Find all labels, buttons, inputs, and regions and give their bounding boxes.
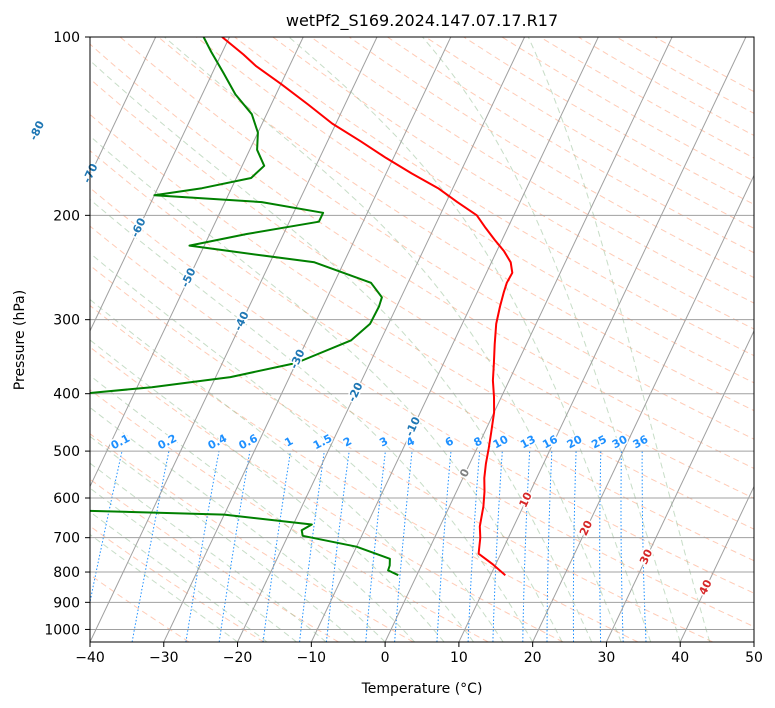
- moist-adiabat-line: [90, 59, 593, 642]
- y-tick-label: 300: [53, 313, 80, 329]
- moist-adiabat-line: [90, 435, 356, 642]
- y-axis-label: Pressure (hPa): [12, 290, 28, 390]
- dewpoint-line: [90, 37, 399, 577]
- y-tick-label: 900: [53, 595, 80, 611]
- y-tick-label: 700: [53, 531, 80, 547]
- mixing-ratio-line: [546, 451, 553, 642]
- x-axis-label: Temperature (°C): [361, 681, 483, 697]
- isotherm-line: [310, 37, 599, 642]
- dry-adiabat-line: [90, 264, 713, 642]
- isotherm-line: [532, 174, 754, 642]
- temperature-line: [221, 37, 514, 576]
- mixing-ratio-line: [620, 451, 624, 642]
- isotherm-line: [90, 37, 304, 488]
- isotherm-line: [237, 37, 526, 642]
- mixing-ratio-line: [522, 451, 531, 642]
- x-tick-label: 30: [598, 650, 616, 666]
- isotherms: [90, 37, 754, 642]
- isotherm-line: [163, 37, 452, 642]
- isotherm-line: [679, 485, 754, 642]
- mixing-ratio-line: [599, 451, 602, 642]
- isotherm-line: [90, 37, 230, 333]
- moist-adiabats: [90, 37, 711, 642]
- isotherm-line: [90, 37, 378, 642]
- x-tick-label: −10: [297, 650, 327, 666]
- dry-adiabat-line: [90, 113, 754, 530]
- dry-adiabat-line: [310, 37, 754, 304]
- mixing-ratio-line: [572, 451, 577, 642]
- moist-adiabat-line: [90, 406, 386, 642]
- moist-adiabat-line: [90, 198, 534, 642]
- y-tick-label: 400: [53, 387, 80, 403]
- mixing-ratio-line: [365, 451, 386, 642]
- isobars: [90, 37, 754, 630]
- y-tick-label: 200: [53, 208, 80, 224]
- moist-adiabat-line: [90, 135, 563, 642]
- dry-adiabat-line: [90, 225, 754, 628]
- profile-lines: [90, 37, 514, 577]
- moist-adiabat-line: [164, 37, 622, 642]
- x-tick-label: −20: [223, 650, 253, 666]
- x-tick-label: 10: [450, 650, 468, 666]
- plot-frame: [89, 36, 755, 643]
- isotherm-line: [384, 37, 673, 642]
- moist-adiabat-line: [90, 511, 268, 642]
- y-axis-ticks: 100 200 300 400 500 600 700 800 900 1000: [44, 30, 90, 638]
- isotherm-line: [458, 37, 747, 642]
- y-tick-label: 1000: [44, 622, 80, 638]
- x-tick-label: −40: [75, 650, 105, 666]
- dry-adiabat-line: [90, 43, 754, 469]
- dry-adiabat-line: [90, 78, 754, 499]
- x-tick-label: 0: [381, 650, 390, 666]
- dry-adiabat-line: [90, 574, 190, 642]
- dry-adiabat-line: [196, 37, 754, 384]
- x-tick-label: 20: [524, 650, 542, 666]
- isotherm-line: [605, 329, 754, 642]
- y-tick-label: 800: [53, 565, 80, 581]
- x-tick-label: 50: [745, 650, 763, 666]
- moist-adiabat-line: [527, 37, 711, 642]
- moist-adiabat-line: [90, 339, 445, 642]
- mixing-ratio-line: [436, 451, 452, 642]
- y-tick-label: 500: [53, 444, 80, 460]
- moist-adiabat-line: [288, 37, 652, 642]
- mixing-ratio-line: [467, 451, 481, 642]
- dry-adiabat-line: [90, 304, 639, 642]
- y-tick-label: 100: [53, 30, 80, 46]
- dry-adiabat-line: [234, 37, 754, 357]
- moist-adiabat-line: [90, 533, 238, 642]
- y-tick-label: 600: [53, 491, 80, 507]
- mixing-ratio-line: [394, 451, 413, 642]
- x-tick-label: −30: [149, 650, 179, 666]
- x-axis-ticks: −40 −30 −20 −10 0 10 20 30 40 50: [75, 642, 763, 666]
- isotherm-line: [90, 37, 157, 177]
- mixing-ratio-line: [90, 450, 123, 605]
- moist-adiabat-line: [90, 298, 474, 642]
- moist-adiabat-line: [90, 252, 504, 642]
- moist-adiabat-line: [422, 37, 681, 642]
- plot-area: [90, 37, 754, 642]
- x-tick-label: 40: [671, 650, 689, 666]
- dry-adiabat-line: [90, 389, 489, 642]
- dry-adiabat-line: [90, 346, 564, 642]
- chart-title: wetPf2_S169.2024.147.07.17.R17: [286, 11, 558, 31]
